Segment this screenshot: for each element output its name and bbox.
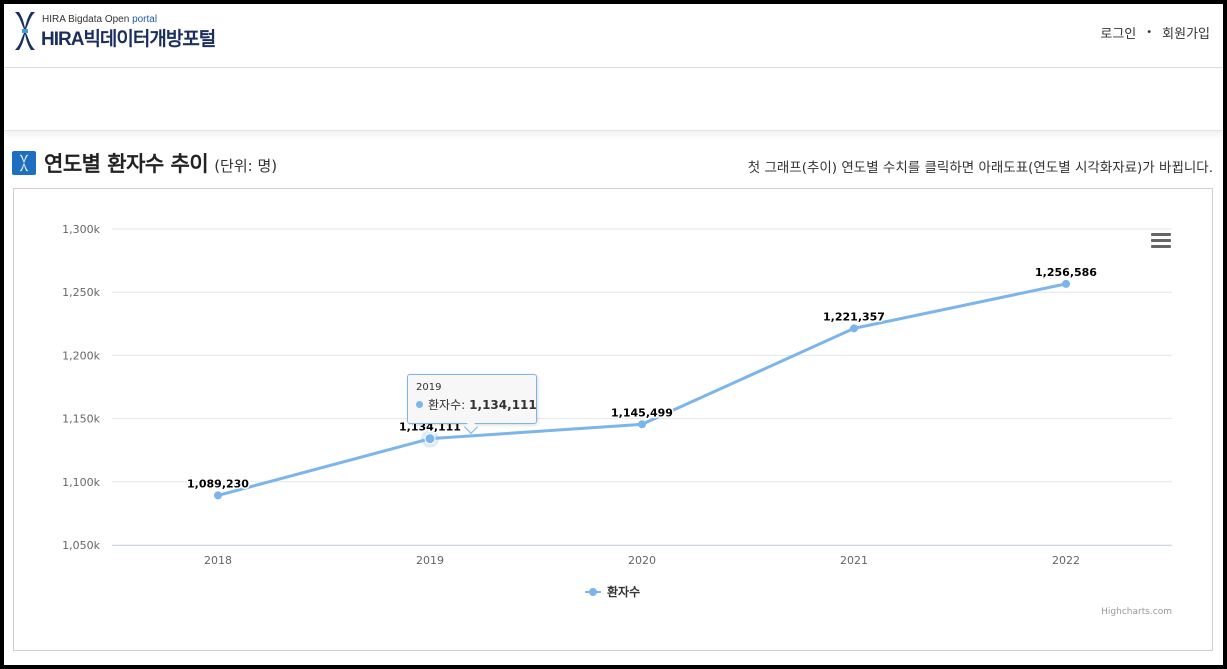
login-link[interactable]: 로그인 [1100, 27, 1137, 42]
chart-credit: Highcharts.com [1101, 607, 1172, 617]
legend-point-symbol [589, 588, 597, 596]
x-tick-label: 2021 [840, 554, 868, 567]
data-label: 1,089,230 [187, 477, 249, 490]
site-header: HIRA Bigdata Open portal HIRA빅데이터개방포털 로그… [4, 4, 1223, 68]
y-tick-label: 1,050k [62, 539, 100, 552]
logo-title[interactable]: HIRA빅데이터개방포털 [41, 29, 216, 50]
page-title: 연도별 환자수 추이 [44, 152, 209, 176]
top-navigation: 로그인 • 회원가입 [1100, 23, 1210, 42]
logo-subtitle: HIRA Bigdata Open portal [42, 14, 158, 25]
y-tick-label: 1,150k [62, 413, 100, 426]
x-tick-label: 2018 [204, 554, 232, 567]
chart-container: 1,050k 1,100k 1,150k 1,200k 1,250k 1,300k 2018… [13, 188, 1213, 651]
y-tick-label: 1,300k [62, 223, 100, 236]
line-chart: 1,050k 1,100k 1,150k 1,200k 1,250k 1,300k 2018… [62, 223, 1172, 617]
signup-link[interactable]: 회원가입 [1162, 27, 1210, 42]
x-tick-label: 2022 [1052, 554, 1080, 567]
data-point [638, 420, 646, 429]
hira-logo-icon[interactable] [12, 10, 38, 52]
tooltip-series-dot [416, 401, 423, 408]
data-point [1062, 279, 1070, 288]
data-point [424, 433, 436, 445]
x-tick-label: 2020 [628, 554, 656, 567]
data-label: 1,145,499 [611, 406, 673, 419]
tooltip-header: 2019 [416, 382, 442, 393]
series-line [216, 282, 1068, 497]
tooltip-value: 1,134,111 [469, 397, 537, 412]
title-unit: (단위: 명) [214, 156, 278, 175]
data-point [214, 491, 222, 500]
y-tick-label: 1,200k [62, 349, 100, 362]
y-tick-label: 1,250k [62, 286, 100, 299]
legend-label: 환자수 [607, 584, 640, 599]
nav-separator: • [1146, 27, 1153, 38]
tooltip-series-label: 환자수: [428, 398, 466, 412]
sub-navigation-bar [4, 68, 1223, 131]
hira-mark-icon [12, 151, 36, 175]
data-label: 1,256,586 [1035, 266, 1097, 279]
x-tick-label: 2019 [416, 554, 444, 567]
section-heading: 연도별 환자수 추이 (단위: 명) [12, 148, 277, 178]
data-point [850, 324, 858, 333]
data-label: 1,221,357 [823, 310, 885, 323]
chart-instruction-note: 첫 그래프(추이) 연도별 수치를 클릭하면 아래도표(연도별 시각화자료)가 … [747, 160, 1213, 176]
y-tick-label: 1,100k [62, 476, 100, 489]
tooltip-row: 환자수: 1,134,111 [416, 396, 537, 413]
chart-tooltip: 2019 환자수: 1,134,111 [407, 374, 537, 435]
page-frame: HIRA Bigdata Open portal HIRA빅데이터개방포털 로그… [4, 4, 1223, 665]
hamburger-menu-icon[interactable] [1151, 233, 1171, 249]
